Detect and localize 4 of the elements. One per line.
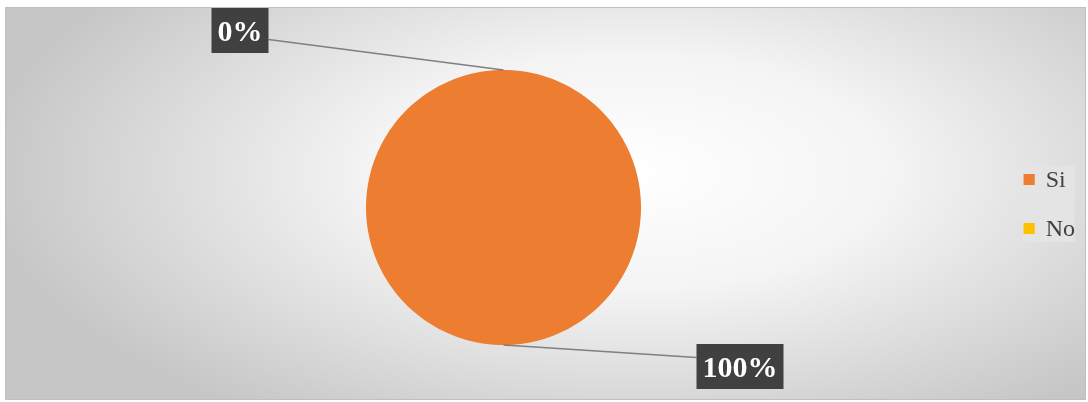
text: 0% <box>217 14 263 47</box>
legend-label: No <box>1045 214 1075 242</box>
data-label: 100% <box>702 350 778 383</box>
legend-label: Si <box>1045 165 1066 193</box>
